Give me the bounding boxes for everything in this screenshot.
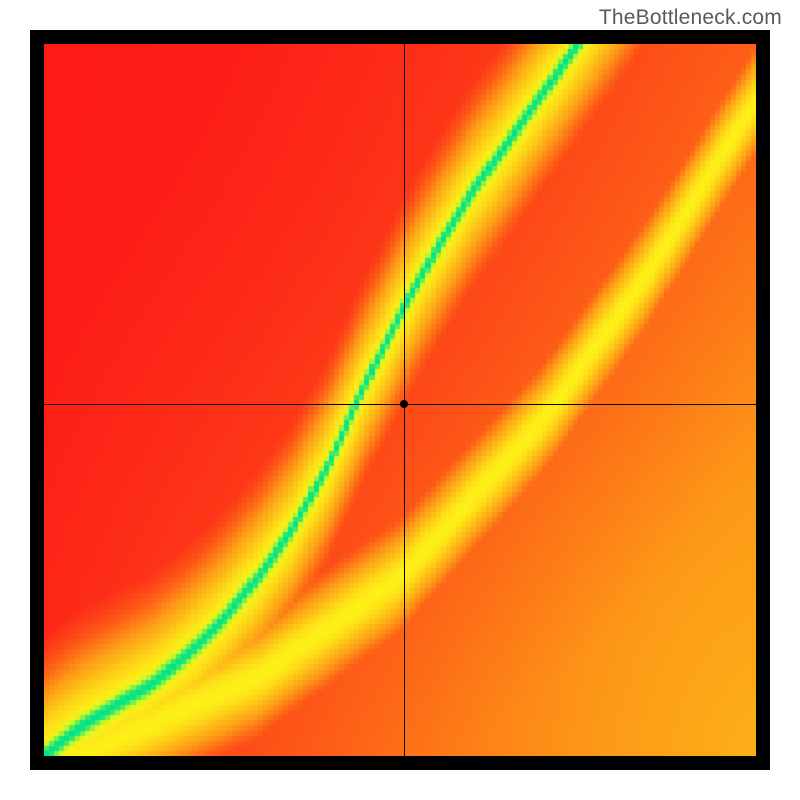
watermark-text: TheBottleneck.com xyxy=(599,6,782,30)
marker-dot xyxy=(400,400,408,408)
chart-frame xyxy=(30,30,770,770)
